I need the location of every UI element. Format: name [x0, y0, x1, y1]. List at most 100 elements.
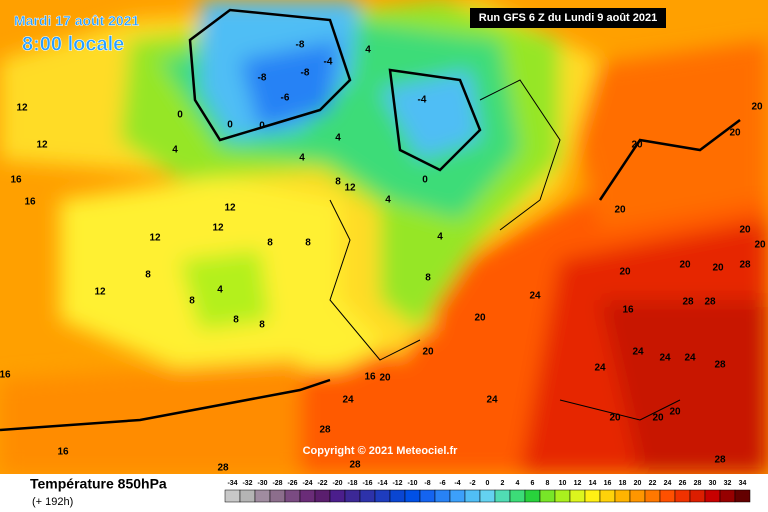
contour-label: 20 — [631, 140, 643, 151]
scale-label: -30 — [257, 480, 267, 487]
scale-swatch — [674, 489, 691, 503]
contour-label: 24 — [632, 347, 644, 358]
scale-label: -24 — [302, 480, 312, 487]
scale-label: 32 — [724, 480, 732, 487]
scale-swatch — [554, 489, 571, 503]
scale-swatch — [584, 489, 601, 503]
temperature-field — [0, 0, 768, 474]
scale-label: -6 — [439, 480, 445, 487]
scale-swatch — [479, 489, 496, 503]
contour-label: 20 — [679, 260, 691, 271]
contour-label: 20 — [652, 413, 664, 424]
scale-label: 24 — [664, 480, 672, 487]
contour-label: 0 — [227, 120, 233, 131]
contour-label: 20 — [379, 373, 391, 384]
contour-label: 24 — [342, 395, 354, 406]
scale-swatch — [524, 489, 541, 503]
contour-label: 28 — [319, 425, 331, 436]
scale-label: -18 — [347, 480, 357, 487]
contour-label: 28 — [714, 455, 726, 466]
contour-label: -8 — [301, 68, 310, 79]
scale-label: 12 — [574, 480, 582, 487]
scale-swatch — [734, 489, 751, 503]
contour-label: -8 — [296, 40, 305, 51]
contour-label: 8 — [335, 177, 341, 188]
scale-label: 14 — [589, 480, 597, 487]
scale-label: 4 — [516, 480, 520, 487]
scale-label: 28 — [694, 480, 702, 487]
scale-swatch — [659, 489, 676, 503]
contour-label: 20 — [422, 347, 434, 358]
scale-swatch — [254, 489, 271, 503]
color-scale: -34 -32 -30 -28 -26 -24 -22 -20 -18 -16 -14 -12 -10-… — [224, 480, 751, 503]
contour-label: -8 — [258, 73, 267, 84]
contour-label: 16 — [10, 175, 22, 186]
contour-label: 12 — [94, 287, 106, 298]
scale-swatch — [464, 489, 481, 503]
scale-label: -4 — [454, 480, 460, 487]
contour-label: 12 — [16, 103, 28, 114]
scale-swatch — [284, 489, 301, 503]
contour-label: 4 — [172, 145, 178, 156]
contour-label: 4 — [299, 153, 305, 164]
scale-swatch — [224, 489, 241, 503]
scale-swatch — [314, 489, 331, 503]
contour-label: 20 — [739, 225, 751, 236]
contour-label: 12 — [224, 203, 236, 214]
scale-label: 30 — [709, 480, 717, 487]
contour-label: 20 — [614, 205, 626, 216]
contour-label: 28 — [349, 460, 361, 471]
contour-label: -4 — [324, 57, 333, 68]
contour-label: 28 — [682, 297, 694, 308]
contour-label: 8 — [189, 296, 195, 307]
scale-label: -32 — [242, 480, 252, 487]
contour-label: 28 — [714, 360, 726, 371]
contour-label: 0 — [259, 121, 265, 132]
contour-label: -4 — [418, 95, 427, 106]
scale-swatch — [599, 489, 616, 503]
scale-label: 34 — [739, 480, 747, 487]
scale-label: -26 — [287, 480, 297, 487]
scale-label: 6 — [531, 480, 535, 487]
contour-label: 12 — [149, 233, 161, 244]
scale-swatch — [299, 489, 316, 503]
scale-swatch — [419, 489, 436, 503]
scale-swatch — [494, 489, 511, 503]
scale-swatch — [434, 489, 451, 503]
date: Mardi 17 août 2021 — [14, 13, 139, 29]
contour-label: 24 — [659, 353, 671, 364]
run-info: Run GFS 6 Z du Lundi 9 août 2021 — [479, 12, 657, 24]
scale-label: -8 — [424, 480, 430, 487]
contour-label: 20 — [474, 313, 486, 324]
contour-label: 4 — [365, 45, 371, 56]
contour-label: 20 — [751, 102, 763, 113]
contour-label: 12 — [36, 140, 48, 151]
scale-swatch — [404, 489, 421, 503]
scale-label: -16 — [362, 480, 372, 487]
contour-label: 12 — [212, 223, 224, 234]
contour-label: 8 — [305, 238, 311, 249]
scale-label: -14 — [377, 480, 387, 487]
scale-swatch — [644, 489, 661, 503]
copyright: Copyright © 2021 Meteociel.fr — [303, 445, 459, 457]
scale-swatch — [449, 489, 466, 503]
contour-label: 0 — [422, 175, 428, 186]
scale-swatch — [719, 489, 736, 503]
contour-label: 16 — [622, 305, 634, 316]
scale-label: 26 — [679, 480, 687, 487]
legend-lead: (+ 192h) — [32, 496, 73, 508]
contour-label: 24 — [486, 395, 498, 406]
contour-label: 20 — [669, 407, 681, 418]
contour-label: 16 — [364, 372, 376, 383]
contour-label: 12 — [344, 183, 356, 194]
scale-swatch — [689, 489, 706, 503]
scale-swatch — [539, 489, 556, 503]
scale-label: 18 — [619, 480, 627, 487]
run-box — [470, 8, 666, 28]
scale-label: -22 — [317, 480, 327, 487]
contour-label: 20 — [619, 267, 631, 278]
legend-title: Température 850hPa — [30, 476, 167, 492]
contour-label: 24 — [529, 291, 541, 302]
scale-label: 2 — [501, 480, 505, 487]
